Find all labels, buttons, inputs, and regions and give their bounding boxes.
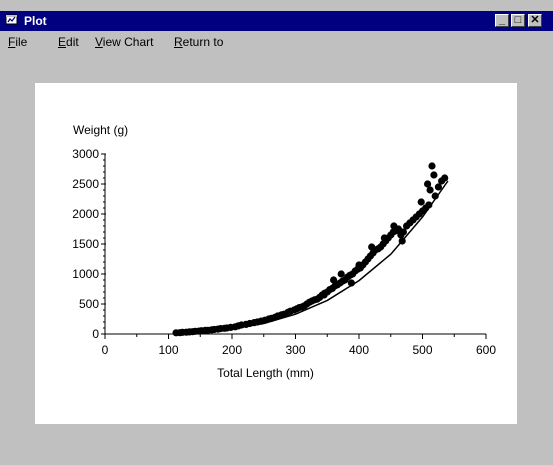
x-tick-label: 400 — [349, 343, 369, 357]
maximize-icon: □ — [514, 14, 522, 26]
menu-file-mnemonic: F — [8, 35, 16, 49]
title-bar[interactable]: Plot _ □ ✕ — [0, 11, 553, 31]
y-tick-label: 0 — [92, 327, 99, 341]
window-title: Plot — [24, 14, 47, 28]
data-point — [430, 171, 438, 179]
data-point — [337, 270, 345, 278]
data-point — [417, 198, 425, 206]
menu-return-to[interactable]: Return to — [174, 35, 223, 49]
close-icon: ✕ — [530, 14, 540, 26]
data-point — [441, 174, 449, 182]
x-tick-label: 0 — [102, 343, 109, 357]
y-tick-label: 500 — [79, 297, 99, 311]
data-point — [431, 192, 439, 200]
close-button[interactable]: ✕ — [528, 14, 542, 27]
axis-labels: 0 500 1000 1500 2000 2500 3000 0 100 200 300 400 500… — [72, 123, 496, 380]
data-point — [424, 180, 432, 188]
y-axis-title: Weight (g) — [73, 123, 128, 137]
menu-return-to-mnemonic: R — [174, 35, 183, 49]
data-point — [425, 201, 433, 209]
minimize-button[interactable]: _ — [495, 14, 509, 27]
data-point — [368, 243, 376, 251]
data-point — [380, 234, 388, 242]
menu-bar: File Edit View Chart Return to — [0, 31, 553, 53]
scatter-chart: 0 500 1000 1500 2000 2500 3000 0 100 200 300 400 500… — [72, 123, 496, 380]
y-tick-label: 1000 — [72, 267, 99, 281]
minimize-icon: _ — [498, 14, 506, 26]
menu-view-chart[interactable]: View Chart — [95, 35, 153, 49]
y-tick-label: 2500 — [72, 177, 99, 191]
data-points — [172, 162, 449, 337]
menu-view-chart-mnemonic: V — [95, 35, 103, 49]
maximize-button[interactable]: □ — [511, 14, 525, 27]
trend-line-group — [177, 180, 449, 334]
chart-axes — [101, 153, 487, 339]
trend-line — [177, 180, 449, 334]
data-point — [426, 186, 434, 194]
menu-file[interactable]: File — [8, 35, 27, 49]
data-point — [347, 279, 355, 287]
data-point — [320, 291, 328, 299]
y-tick-label: 1500 — [72, 237, 99, 251]
y-tick-label: 2000 — [72, 207, 99, 221]
menu-edit[interactable]: Edit — [58, 35, 79, 49]
menu-view-chart-label: iew Chart — [102, 35, 154, 49]
x-axis-title: Total Length (mm) — [217, 366, 314, 380]
menu-return-to-label: eturn to — [182, 35, 224, 49]
data-point — [398, 237, 406, 245]
x-tick-label: 100 — [158, 343, 178, 357]
x-tick-label: 600 — [476, 343, 496, 357]
plot-panel: 0 500 1000 1500 2000 2500 3000 0 100 200 300 400 500… — [35, 83, 517, 424]
menu-file-label: ile — [15, 35, 28, 49]
data-point — [399, 228, 407, 236]
data-point — [390, 222, 398, 230]
x-tick-label: 200 — [222, 343, 242, 357]
data-point — [330, 276, 338, 284]
y-tick-label: 3000 — [72, 147, 99, 161]
data-point — [434, 183, 442, 191]
window-app-icon[interactable] — [5, 14, 19, 27]
x-tick-label: 300 — [285, 343, 305, 357]
x-tick-label: 500 — [412, 343, 432, 357]
menu-edit-label: dit — [66, 35, 79, 49]
data-point — [355, 261, 363, 269]
menu-edit-mnemonic: E — [58, 35, 67, 49]
data-point — [428, 162, 436, 170]
